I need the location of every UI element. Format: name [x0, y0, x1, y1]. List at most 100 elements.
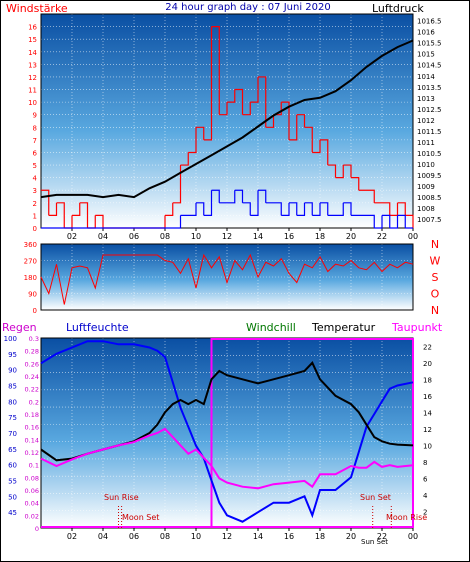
x-tick-label: 00 [408, 532, 418, 541]
humidity-tick-label: 80 [8, 398, 17, 406]
wind-panel-axes: 0123456789101112131415161007.510081008.5… [28, 13, 442, 241]
humidity-tick-label: 50 [8, 493, 17, 501]
rain-tick-label: 0 [35, 525, 39, 533]
y-left-tick-label: 12 [28, 74, 37, 82]
y-left-tick-label: 0 [33, 307, 37, 315]
y-right-tick-label: 1010.5 [417, 150, 442, 158]
pressure-line [40, 39, 414, 199]
y-left-tick-label: 10 [28, 99, 37, 107]
x-tick-label: 12 [222, 232, 232, 241]
rain-box [210, 338, 414, 528]
y-left-tick-label: 0 [33, 225, 37, 233]
rain-tick-label: 0.3 [29, 335, 39, 343]
x-tick-label: 10 [191, 232, 201, 241]
header-left-label: Windstärke [6, 2, 68, 15]
y-left-tick-label: 360 [24, 241, 37, 249]
temp-tick-label: 18 [423, 376, 432, 384]
rain-tick-label: 0.28 [25, 348, 39, 356]
y-left-tick-label: 2 [33, 200, 37, 208]
y-left-tick-label: 9 [33, 112, 37, 120]
temp-panel-axes: 0 0.02 0.04 0.06 0.08 0.1 0.12 0.14 0.16 0.18 0.2 0… [4, 335, 433, 541]
x-tick-label: 08 [160, 232, 170, 241]
y-right-tick-label: 1014 [417, 73, 435, 81]
rain-tick-label: 0.2 [29, 398, 39, 406]
y-right-tick-label: 1016 [417, 29, 435, 37]
y-right-tick-label: 1015.5 [417, 40, 442, 48]
y-left-tick-label: 8 [33, 124, 37, 132]
y-left-tick-label: 1 [33, 212, 37, 220]
y-right-tick-label: 1012.5 [417, 106, 442, 114]
y-right-tick-label: 1008 [417, 205, 435, 213]
legend-humidity: Luftfeuchte [66, 321, 129, 334]
y-right-tick-label: 1015 [417, 51, 435, 59]
x-tick-label: 06 [129, 232, 139, 241]
humidity-tick-label: 75 [8, 414, 17, 422]
x-tick-label: 22 [377, 532, 387, 541]
y-left-tick-label: 270 [24, 258, 37, 266]
direction-compass-label: N [431, 238, 439, 251]
temp-tick-label: 12 [423, 426, 432, 434]
y-right-tick-label: 1009 [417, 183, 435, 191]
rain-tick-label: 0.08 [25, 474, 39, 482]
rain-tick-label: 0.18 [25, 411, 39, 419]
humidity-tick-label: 45 [8, 509, 17, 517]
x-tick-label: 14 [253, 232, 263, 241]
y-right-tick-label: 1008.5 [417, 194, 442, 202]
wind-direction-line [40, 253, 414, 305]
temp-panel-grid [41, 338, 414, 528]
wind-panel-bg [41, 14, 413, 228]
y-right-tick-label: 1007.5 [417, 216, 442, 224]
temp-tick-label: 10 [423, 442, 432, 450]
temp-tick-label: 2 [423, 508, 427, 516]
humidity-tick-label: 100 [4, 335, 17, 343]
y-left-tick-label: 180 [24, 274, 37, 282]
humidity-tick-label: 85 [8, 383, 17, 391]
temp-tick-label: 20 [423, 360, 432, 368]
y-left-tick-label: 7 [33, 137, 37, 145]
x-tick-label: 22 [377, 232, 387, 241]
rain-tick-label: 0.16 [25, 424, 39, 432]
x-tick-label: 08 [160, 532, 170, 541]
x-tick-label: 00 [408, 232, 418, 241]
chart-title: 24 hour graph day : 07 Juni 2020 [165, 2, 331, 13]
annotation-moon-set: Moon Set [122, 513, 159, 522]
dewpoint-line [40, 427, 414, 490]
y-left-tick-label: 5 [33, 162, 37, 170]
x-tick-label: 14 [253, 532, 263, 541]
y-right-tick-label: 1011.5 [417, 128, 442, 136]
rain-tick-label: 0.06 [25, 487, 39, 495]
direction-compass-label: N [431, 304, 439, 317]
annotation-sun-set-small: Sun Set [361, 538, 388, 546]
humidity-tick-label: 90 [8, 367, 17, 375]
direction-compass-label: W [430, 255, 441, 268]
x-tick-label: 20 [346, 232, 356, 241]
direction-compass-label: O [431, 288, 440, 301]
temp-tick-label: 14 [423, 409, 432, 417]
temp-panel-bg [41, 338, 413, 528]
rain-tick-label: 0.22 [25, 386, 39, 394]
x-tick-label: 12 [222, 532, 232, 541]
rain-tick-label: 0.04 [25, 500, 39, 508]
annotation-moon-rise: Moon Rise [386, 513, 427, 522]
y-left-tick-label: 6 [33, 149, 38, 157]
y-left-tick-label: 90 [28, 291, 37, 299]
y-left-tick-label: 4 [33, 175, 38, 183]
legend-temperature: Temperatur [311, 321, 376, 334]
temp-tick-label: 8 [423, 459, 427, 467]
annotation-sun-set: Sun Set [360, 493, 391, 502]
x-tick-label: 04 [98, 532, 108, 541]
x-tick-label: 04 [98, 232, 108, 241]
temp-tick-label: 22 [423, 343, 432, 351]
rain-tick-label: 0.24 [25, 373, 39, 381]
legend-windchill: Windchill [246, 321, 296, 334]
temp-tick-label: 4 [423, 492, 428, 500]
header-right-label: Luftdruck [372, 2, 424, 15]
humidity-tick-label: 95 [8, 351, 17, 359]
x-tick-label: 18 [315, 532, 325, 541]
x-tick-label: 02 [67, 232, 77, 241]
humidity-tick-label: 60 [8, 462, 17, 470]
rain-tick-label: 0.14 [25, 436, 39, 444]
legend-rain: Regen [2, 321, 37, 334]
